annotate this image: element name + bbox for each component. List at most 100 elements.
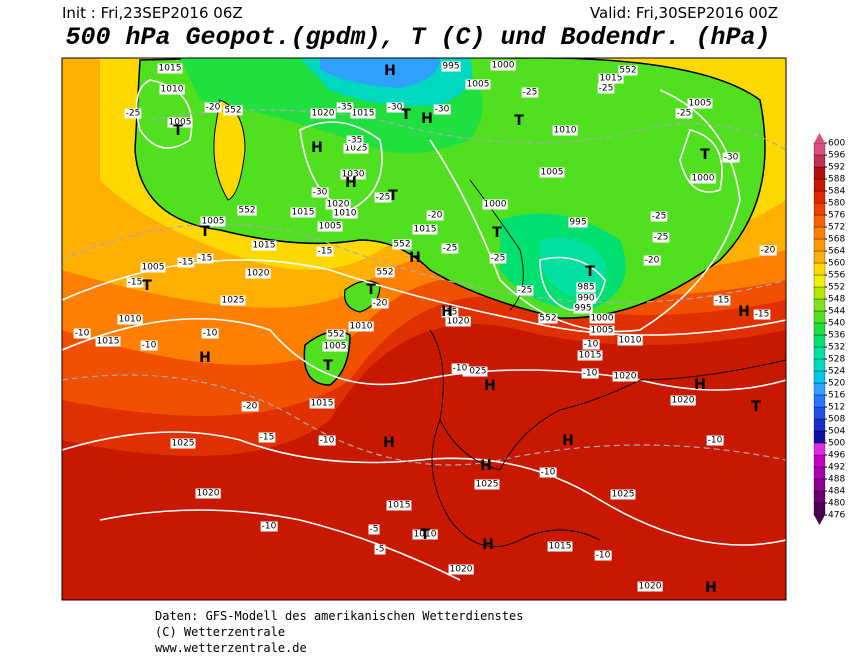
label-box — [167, 117, 193, 128]
temperature-label: -10 — [596, 551, 611, 561]
colorbar-label: 492 — [828, 463, 845, 473]
isobar-label: 995 — [574, 304, 591, 314]
temperature-label: -10 — [203, 329, 218, 339]
isobar-label: 1015 — [549, 542, 572, 552]
temperature-label: -25 — [126, 109, 141, 119]
isobar-label: 1025 — [476, 480, 499, 490]
isobar-label: 1020 — [312, 109, 335, 119]
isobar-label: 1000 — [492, 61, 515, 71]
map-title: 500 hPa Geopot.(gpdm), T (C) und Bodendr… — [65, 23, 770, 52]
pressure-center: T — [420, 527, 430, 543]
label-box — [316, 246, 334, 257]
isobar-label: 1010 — [334, 209, 357, 219]
colorbar-label: 536 — [828, 331, 845, 341]
label-box — [589, 313, 615, 324]
colorbar-top-arrow — [814, 133, 825, 143]
pressure-center: T — [200, 224, 210, 240]
isobar-label: 1005 — [689, 99, 712, 109]
height-label: 552 — [224, 106, 241, 116]
colorbar-cell — [813, 322, 826, 336]
label-box — [617, 335, 643, 346]
label-box — [325, 199, 351, 210]
pressure-center: H — [738, 304, 750, 320]
label-box — [441, 307, 459, 318]
label-box — [597, 83, 615, 94]
label-box — [610, 489, 636, 500]
label-box — [332, 208, 358, 219]
temperature-label: -15 — [128, 278, 143, 288]
temperature-label: -15 — [318, 247, 333, 257]
label-box — [245, 268, 271, 279]
temperature-label: -10 — [583, 369, 598, 379]
colorbar-cell — [813, 406, 826, 420]
temperature-label: -10 — [75, 329, 90, 339]
label-box — [311, 187, 329, 198]
label-box — [309, 398, 335, 409]
label-box — [490, 60, 516, 71]
colorbar-cell — [813, 310, 826, 324]
label-box — [204, 102, 222, 113]
label-box — [159, 84, 185, 95]
isobar-label: 1005 — [467, 80, 490, 90]
label-box — [426, 210, 444, 221]
label-box — [441, 61, 461, 72]
temperature-label: -25 — [376, 193, 391, 203]
temperature-label: -15 — [260, 433, 275, 443]
temperature-label: -15 — [755, 310, 770, 320]
temperature-label: -10 — [262, 522, 277, 532]
pressure-center: T — [751, 399, 761, 415]
label-box — [260, 521, 278, 532]
isobar-label: 1015 — [253, 241, 276, 251]
pressure-center: H — [409, 250, 421, 266]
isobar-label: 1025 — [222, 296, 245, 306]
colorbar-label: 576 — [828, 211, 845, 221]
label-box — [201, 328, 219, 339]
temperature-label: -25 — [491, 254, 506, 264]
label-box — [582, 339, 600, 350]
isobar-label: 1015 — [311, 399, 334, 409]
height-label: 552 — [393, 240, 410, 250]
isobar-label: 1005 — [541, 168, 564, 178]
label-box — [573, 303, 593, 314]
label-box — [652, 232, 670, 243]
height-label: 552 — [539, 314, 556, 324]
isobar-label: 1015 — [97, 337, 120, 347]
isobar-label: 1000 — [591, 314, 614, 324]
colorbar-cell — [813, 142, 826, 156]
label-box — [581, 368, 599, 379]
label-box — [650, 211, 668, 222]
colorbar-cell — [813, 478, 826, 492]
label-box — [317, 221, 343, 232]
isobar-label: 1025 — [612, 490, 635, 500]
isobar-label: 1020 — [450, 565, 473, 575]
isobar-label: 1010 — [414, 530, 437, 540]
colorbar-cell — [813, 502, 826, 516]
temperature-label: -10 — [584, 340, 599, 350]
isobar-label: 1005 — [142, 263, 165, 273]
isobar-label: 1010 — [350, 322, 373, 332]
label-box — [433, 104, 451, 115]
colorbar-label: 600 — [828, 139, 845, 149]
label-box — [462, 366, 488, 377]
pressure-center: T — [401, 107, 411, 123]
pressure-center: H — [562, 433, 574, 449]
pressure-center: T — [173, 123, 183, 139]
colorbar-cell — [813, 154, 826, 168]
colorbar-label: 480 — [828, 499, 845, 509]
pressure-center: T — [700, 147, 710, 163]
colorbar-cell — [813, 442, 826, 456]
isobar-label: 995 — [569, 218, 586, 228]
label-box — [552, 125, 578, 136]
isobar-label: 1015 — [292, 208, 315, 218]
colorbar-cell — [813, 334, 826, 348]
temperature-label: -25 — [443, 244, 458, 254]
colorbar-label: 592 — [828, 163, 845, 173]
colorbar-cell — [813, 490, 826, 504]
colorbar-cell — [813, 214, 826, 228]
isobar-label: 1020 — [639, 582, 662, 592]
temperature-label: -10 — [453, 364, 468, 374]
label-box — [241, 401, 259, 412]
colorbar-label: 588 — [828, 175, 845, 185]
colorbar-cell — [813, 166, 826, 180]
